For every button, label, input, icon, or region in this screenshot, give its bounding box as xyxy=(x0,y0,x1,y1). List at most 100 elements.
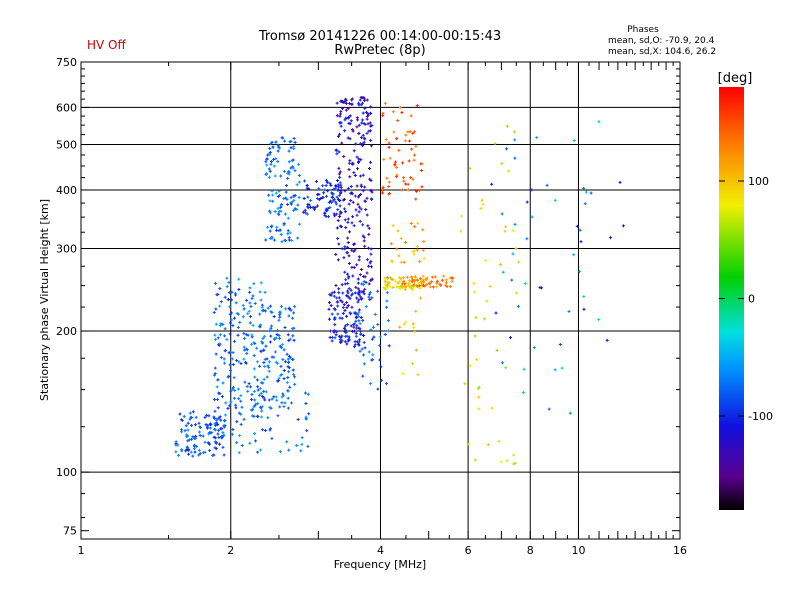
data-point xyxy=(262,348,266,352)
chart-title: Tromsø 20141226 00:14:00-00:15:43 xyxy=(258,29,501,44)
data-point xyxy=(440,278,444,282)
data-point xyxy=(283,401,287,405)
data-point xyxy=(355,296,359,300)
data-point xyxy=(347,261,351,265)
data-point xyxy=(289,139,293,143)
data-point xyxy=(391,224,395,228)
data-point xyxy=(349,288,353,292)
data-point xyxy=(385,176,389,180)
data-point xyxy=(226,406,230,410)
data-point xyxy=(335,296,339,300)
data-point xyxy=(271,193,275,197)
data-point xyxy=(371,325,375,329)
data-point xyxy=(415,104,419,108)
data-point xyxy=(482,317,486,321)
data-point xyxy=(418,260,422,264)
data-point xyxy=(362,140,366,144)
data-point xyxy=(208,442,212,446)
data-point xyxy=(242,331,246,335)
data-point xyxy=(365,271,369,275)
data-point xyxy=(512,453,516,457)
data-point xyxy=(336,183,340,187)
data-point xyxy=(272,238,276,242)
hv-status-label: HV Off xyxy=(87,38,126,52)
data-point xyxy=(214,322,218,326)
data-point xyxy=(386,280,390,284)
data-point xyxy=(356,287,360,291)
data-point xyxy=(402,279,406,283)
data-point xyxy=(259,391,263,395)
data-point xyxy=(495,348,499,352)
data-point xyxy=(335,114,339,118)
data-point xyxy=(293,305,297,309)
data-point xyxy=(413,330,417,334)
data-point xyxy=(198,426,202,430)
data-point xyxy=(265,375,269,379)
data-point xyxy=(234,406,238,410)
data-point xyxy=(296,236,300,240)
data-point xyxy=(356,300,360,304)
data-point xyxy=(233,291,237,295)
data-point xyxy=(237,277,241,281)
data-point xyxy=(262,334,266,338)
data-point xyxy=(282,405,286,409)
data-point xyxy=(305,184,309,188)
data-point xyxy=(337,172,341,176)
data-point xyxy=(250,297,254,301)
data-point xyxy=(414,144,418,148)
data-point xyxy=(255,346,259,350)
data-point xyxy=(242,417,246,421)
data-point xyxy=(414,348,418,352)
data-point xyxy=(223,295,227,299)
data-point xyxy=(265,157,269,161)
data-point xyxy=(191,454,195,458)
data-point xyxy=(345,314,349,318)
data-point xyxy=(262,389,266,393)
data-point xyxy=(347,254,351,258)
data-point xyxy=(213,333,217,337)
data-point xyxy=(412,325,416,329)
data-point xyxy=(367,295,371,299)
data-point xyxy=(553,368,557,372)
data-point xyxy=(315,204,319,208)
data-point xyxy=(337,287,341,291)
grid-lines xyxy=(81,62,680,539)
data-point xyxy=(370,124,374,128)
data-point xyxy=(270,437,274,441)
data-point xyxy=(276,143,280,147)
data-point xyxy=(359,95,363,99)
data-point xyxy=(355,213,359,217)
data-point xyxy=(205,426,209,430)
data-point xyxy=(258,393,262,397)
data-point xyxy=(269,159,273,163)
data-point xyxy=(285,440,289,444)
data-point xyxy=(275,333,279,337)
data-point xyxy=(256,388,260,392)
data-point xyxy=(335,152,339,156)
data-point xyxy=(275,225,279,229)
data-point xyxy=(232,316,236,320)
data-point xyxy=(248,321,252,325)
data-point xyxy=(235,420,239,424)
data-point xyxy=(350,305,354,309)
data-point xyxy=(450,279,454,283)
data-point xyxy=(351,200,355,204)
data-point xyxy=(224,401,228,405)
data-point xyxy=(347,275,351,279)
data-point xyxy=(252,367,256,371)
data-point xyxy=(197,453,201,457)
data-point xyxy=(249,385,253,389)
data-point xyxy=(350,265,354,269)
data-point xyxy=(582,186,586,190)
data-point xyxy=(250,333,254,337)
data-point xyxy=(349,198,353,202)
data-point xyxy=(341,291,345,295)
data-point xyxy=(223,361,227,365)
data-point xyxy=(413,153,417,157)
y-tick-label: 300 xyxy=(56,243,77,256)
data-point xyxy=(228,305,232,309)
data-point xyxy=(344,116,348,120)
data-point xyxy=(343,129,347,133)
data-point xyxy=(303,179,307,183)
data-point xyxy=(262,377,266,381)
